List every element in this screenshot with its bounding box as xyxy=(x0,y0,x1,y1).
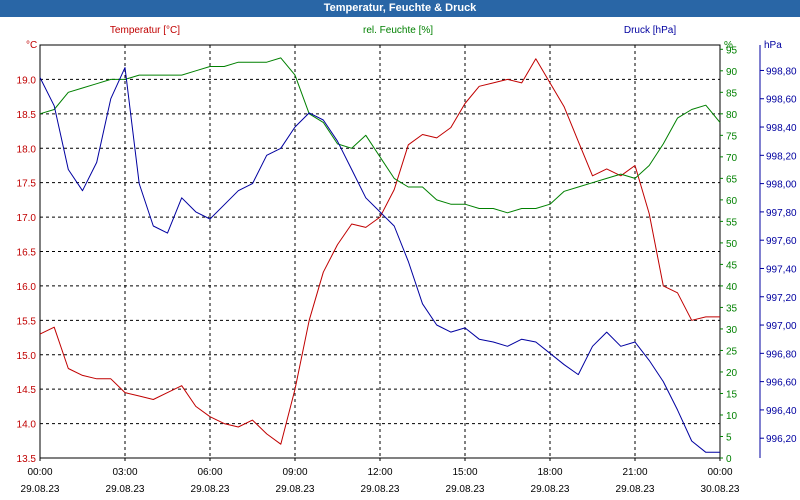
right2-tick-label: 997,40 xyxy=(766,264,797,275)
right1-tick-label: 85 xyxy=(726,88,738,99)
left-tick-label: 17.5 xyxy=(17,179,37,190)
x-tick-time: 12:00 xyxy=(367,467,392,478)
right2-tick-label: 997,60 xyxy=(766,236,797,247)
x-tick-date: 29.08.23 xyxy=(531,484,570,495)
right1-tick-label: 75 xyxy=(726,131,738,142)
left-tick-label: 19.0 xyxy=(17,75,37,86)
right2-tick-label: 997,00 xyxy=(766,321,797,332)
right1-tick-label: 0 xyxy=(726,454,732,465)
right1-tick-label: 55 xyxy=(726,217,738,228)
right1-tick-label: 65 xyxy=(726,174,738,185)
left-axis-unit: °C xyxy=(26,40,37,51)
right2-tick-label: 996,80 xyxy=(766,349,797,360)
right1-tick-label: 45 xyxy=(726,260,738,271)
humidity-line xyxy=(39,57,721,214)
x-tick-date: 29.08.23 xyxy=(21,484,60,495)
right1-tick-label: 70 xyxy=(726,153,738,164)
left-tick-label: 15.0 xyxy=(17,351,37,362)
x-tick-date: 29.08.23 xyxy=(361,484,400,495)
right1-tick-label: 60 xyxy=(726,196,738,207)
right1-tick-label: 10 xyxy=(726,411,738,422)
x-tick-date: 29.08.23 xyxy=(616,484,655,495)
right1-tick-label: 40 xyxy=(726,282,738,293)
right1-tick-label: 25 xyxy=(726,346,738,357)
temperature-line xyxy=(39,58,720,445)
right2-tick-label: 998,20 xyxy=(766,151,797,162)
left-tick-label: 15.5 xyxy=(17,316,37,327)
x-tick-date: 29.08.23 xyxy=(191,484,230,495)
right1-tick-label: 50 xyxy=(726,239,738,250)
chart: 00:00 29.08.23 03:00 29.08.23 06:00 29.08.23 0… xyxy=(17,25,797,495)
legend-humidity: rel. Feuchte [%] xyxy=(363,25,433,36)
x-tick-date: 29.08.23 xyxy=(276,484,315,495)
x-tick-time: 18:00 xyxy=(537,467,562,478)
right1-tick-label: 15 xyxy=(726,389,738,400)
x-tick-time: 00:00 xyxy=(27,467,52,478)
legend-temperature: Temperatur [°C] xyxy=(110,25,180,36)
window-title: Temperatur, Feuchte & Druck xyxy=(0,0,800,17)
left-tick-label: 17.0 xyxy=(17,213,37,224)
x-tick-time: 15:00 xyxy=(452,467,477,478)
right1-tick-label: 80 xyxy=(726,110,738,121)
right2-tick-label: 996,60 xyxy=(766,378,797,389)
right2-tick-label: 998,40 xyxy=(766,123,797,134)
grid xyxy=(40,45,720,459)
right1-tick-label: 20 xyxy=(726,368,738,379)
right1-tick-label: 30 xyxy=(726,325,738,336)
right2-tick-label: 998,00 xyxy=(766,180,797,191)
x-tick-date: 29.08.23 xyxy=(446,484,485,495)
x-tick-time: 21:00 xyxy=(622,467,647,478)
left-tick-label: 16.0 xyxy=(17,282,37,293)
left-tick-label: 18.5 xyxy=(17,110,37,121)
left-tick-label: 13.5 xyxy=(17,454,37,465)
right1-tick-label: 5 xyxy=(726,432,732,443)
pressure-line xyxy=(39,67,720,453)
x-tick-time: 00:00 xyxy=(707,467,732,478)
right2-tick-label: 997,20 xyxy=(766,293,797,304)
right1-axis-unit: % xyxy=(724,40,733,51)
tick-labels: 00:00 29.08.23 03:00 29.08.23 06:00 29.08.23 0… xyxy=(17,45,797,495)
right2-tick-label: 998,80 xyxy=(766,66,797,77)
right2-tick-label: 996,40 xyxy=(766,406,797,417)
left-tick-label: 14.0 xyxy=(17,420,37,431)
x-tick-time: 03:00 xyxy=(112,467,137,478)
right2-axis-unit: hPa xyxy=(764,40,782,51)
left-tick-label: 14.5 xyxy=(17,385,37,396)
right2-tick-label: 996,20 xyxy=(766,434,797,445)
right1-tick-label: 95 xyxy=(726,45,738,56)
left-tick-label: 18.0 xyxy=(17,144,37,155)
left-tick-label: 16.5 xyxy=(17,248,37,259)
legend-pressure: Druck [hPa] xyxy=(624,25,676,36)
right2-tick-label: 998,60 xyxy=(766,95,797,106)
x-tick-time: 06:00 xyxy=(197,467,222,478)
right2-tick-label: 997,80 xyxy=(766,208,797,219)
right1-tick-label: 90 xyxy=(726,67,738,78)
right1-tick-label: 35 xyxy=(726,303,738,314)
series-group xyxy=(39,57,721,453)
x-tick-date: 29.08.23 xyxy=(106,484,145,495)
x-tick-time: 09:00 xyxy=(282,467,307,478)
x-tick-date: 30.08.23 xyxy=(701,484,740,495)
